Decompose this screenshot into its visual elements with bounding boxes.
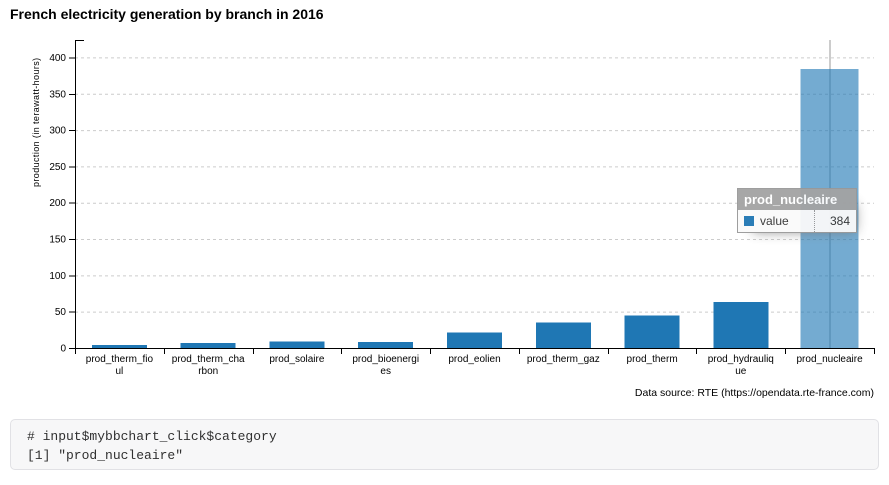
x-tick-label-prod_therm_fioul: prod_therm_fio ul: [86, 354, 154, 377]
x-tick-label-prod_therm_charbon: prod_therm_cha rbon: [172, 354, 245, 377]
chart-title: French electricity generation by branch …: [10, 6, 324, 22]
y-tick-label-50: 50: [55, 307, 67, 318]
x-tick-label-prod_hydraulique: prod_hydrauliq ue: [708, 354, 774, 377]
tooltip-series-name: value: [760, 214, 789, 228]
x-tick-label-prod_eolien: prod_eolien: [448, 354, 500, 365]
y-tick-label-0: 0: [60, 344, 66, 355]
x-tick-label-prod_bioenergies: prod_bioenergi es: [352, 354, 419, 377]
x-tick-label-prod_therm: prod_therm: [627, 354, 678, 365]
y-tick-label-350: 350: [49, 89, 66, 100]
bar-prod_therm[interactable]: [624, 315, 680, 348]
y-tick-label-250: 250: [49, 162, 66, 173]
tooltip-value: 384: [813, 210, 856, 232]
y-tick-label-150: 150: [49, 235, 66, 246]
y-tick-label-200: 200: [49, 198, 66, 209]
y-tick-label-400: 400: [49, 53, 66, 64]
bar-prod_bioenergies[interactable]: [358, 341, 414, 348]
series-color-swatch: [744, 216, 754, 226]
bar-prod_hydraulique[interactable]: [713, 302, 769, 348]
bar-prod_therm_fioul[interactable]: [91, 345, 147, 348]
tooltip: prod_nucleaire value 384: [737, 188, 857, 233]
x-tick-label-prod_nucleaire: prod_nucleaire: [797, 354, 864, 365]
chart-caption: Data source: RTE (https://opendata.rte-f…: [634, 387, 874, 399]
console-output: # input$mybbchart_click$category [1] "pro…: [10, 419, 879, 470]
console-result-line: [1] "prod_nucleaire": [27, 448, 184, 463]
y-tick-label-300: 300: [49, 126, 66, 137]
bar-chart: 0 50 100 150 200 250 300 350 400 prod_therm_fio ul…: [31, 40, 875, 377]
x-tick-label-prod_solaire: prod_solaire: [269, 354, 324, 365]
console-comment-line: # input$mybbchart_click$category: [27, 429, 277, 444]
y-axis-label: production (in terawatt-hours): [31, 57, 41, 187]
bar-prod_therm_charbon[interactable]: [180, 342, 236, 348]
x-tick-label-prod_therm_gaz: prod_therm_gaz: [527, 354, 600, 365]
bar-prod_solaire[interactable]: [269, 341, 325, 349]
bar-prod_therm_gaz[interactable]: [535, 322, 591, 348]
tooltip-title: prod_nucleaire: [738, 189, 856, 210]
y-tick-label-100: 100: [49, 271, 66, 282]
bar-prod_eolien[interactable]: [447, 332, 502, 348]
tooltip-series-cell: value: [738, 210, 814, 232]
